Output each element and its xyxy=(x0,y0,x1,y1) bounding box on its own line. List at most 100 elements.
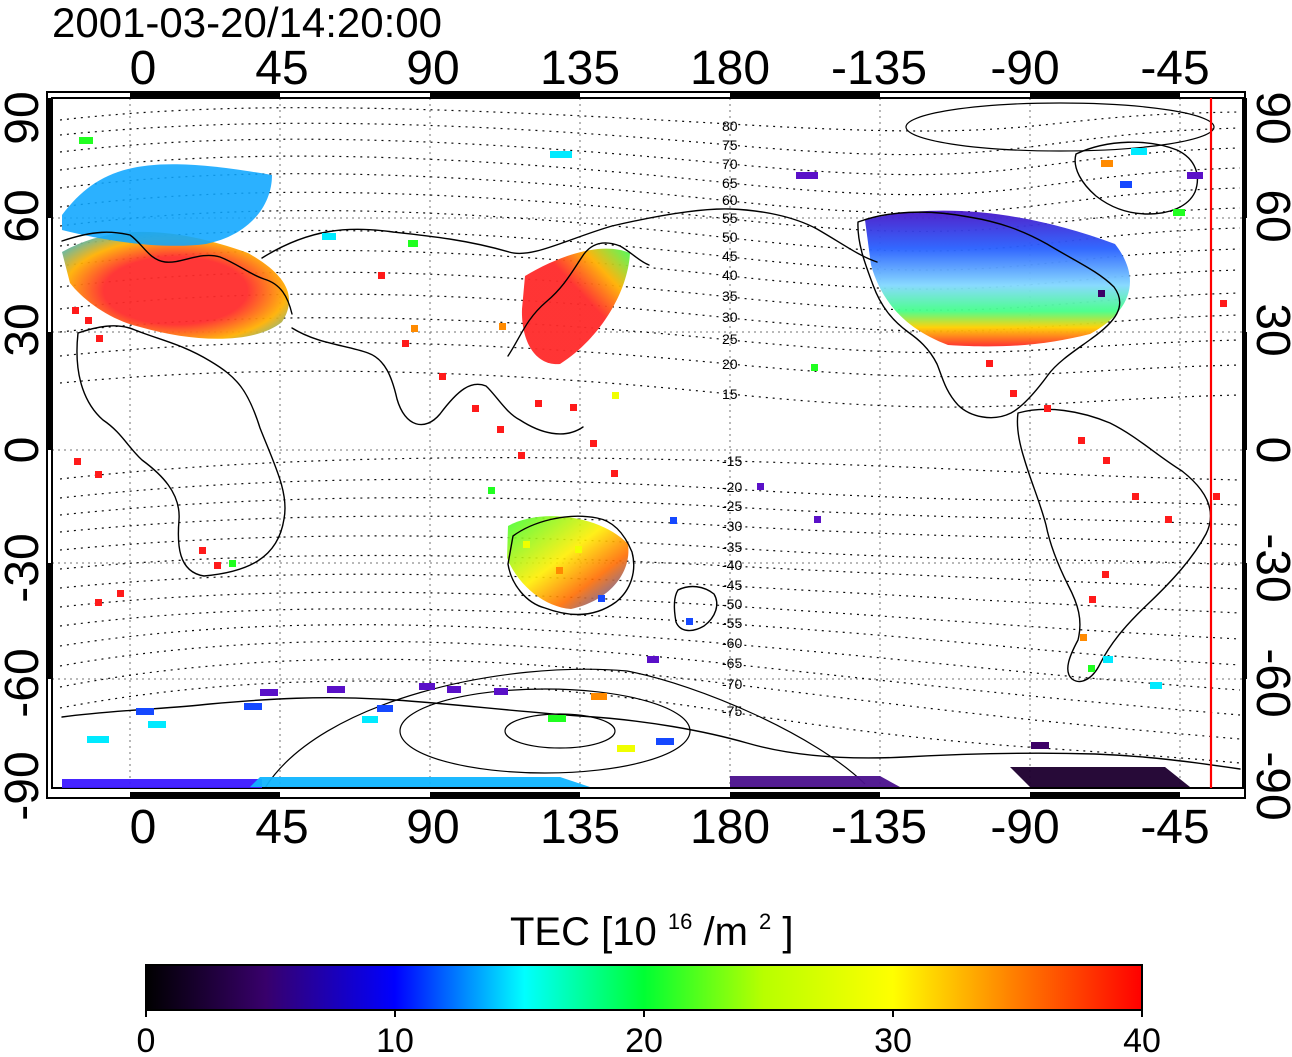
lon-label-top-180: 180 xyxy=(690,42,770,95)
tec-cell xyxy=(1080,634,1087,641)
tec-cell xyxy=(87,736,109,743)
tec-cell xyxy=(1078,437,1085,444)
tec-cell xyxy=(1220,300,1227,307)
contour-label-75: 75 xyxy=(722,137,738,153)
tec-cell xyxy=(1131,148,1147,155)
left-ruler-segment-1 xyxy=(47,98,52,218)
bottom-ruler-segment-3 xyxy=(730,792,880,798)
tec-cell xyxy=(402,340,409,347)
tec-cell xyxy=(74,458,81,465)
contour-label-55: 55 xyxy=(722,210,738,226)
tec-cell xyxy=(796,172,818,179)
lat-label-right--60: -60 xyxy=(1246,648,1292,717)
cyan-cell-group xyxy=(87,148,1162,743)
tec-cell xyxy=(378,272,385,279)
tec-cell xyxy=(488,487,495,494)
contour-label-20: 20 xyxy=(722,356,738,372)
tec-cell xyxy=(244,703,262,710)
tec-cell xyxy=(199,547,206,554)
latitude-labels-left: 90 60 30 0 -30 -60 -90 xyxy=(0,91,49,820)
tec-cell xyxy=(1088,665,1095,672)
tec-cell xyxy=(598,595,605,602)
colorbar-title-mid: /m xyxy=(703,910,747,954)
tec-cell xyxy=(1120,181,1132,188)
tec-cell xyxy=(327,686,345,693)
lat-label-left-60: 60 xyxy=(0,189,49,242)
tec-cell xyxy=(670,517,677,524)
tec-cell xyxy=(411,325,418,332)
tec-cell xyxy=(95,599,102,606)
coastline-greenland xyxy=(1074,141,1199,215)
lat-label-right-0: 0 xyxy=(1246,437,1292,464)
lat-label-left-30: 30 xyxy=(0,303,49,356)
tec-cell xyxy=(686,618,693,625)
contour-label-40: 40 xyxy=(722,267,738,283)
lon-label-top-0: 0 xyxy=(130,42,157,95)
contour-label-15: 15 xyxy=(722,386,738,402)
right-ruler-segment-1 xyxy=(1243,98,1247,218)
coastline-new-zealand xyxy=(673,585,718,632)
contour-label-35: 35 xyxy=(722,288,738,304)
lon-label-top-45: 45 xyxy=(255,42,308,95)
tec-cell xyxy=(472,405,479,412)
tec-cell xyxy=(612,392,619,399)
colorbar-label-40: 40 xyxy=(1123,1022,1161,1057)
tec-cell xyxy=(611,470,618,477)
contour-label-neg60: -60 xyxy=(722,635,742,651)
colorbar-title-exp: 16 xyxy=(668,909,692,934)
tec-cell xyxy=(1031,742,1049,749)
contour-labels: 80 75 70 65 60 55 50 45 40 35 30 25 20 1… xyxy=(722,118,742,719)
tec-cell xyxy=(96,335,103,342)
coastline-south-asia xyxy=(291,327,584,435)
tec-cell xyxy=(408,240,418,247)
contour-line-neg45 xyxy=(59,573,1241,614)
contour-line-neg55 xyxy=(59,608,1241,666)
tec-cell xyxy=(550,151,572,158)
contour-line-neg20 xyxy=(59,478,1241,506)
tec-cell xyxy=(229,560,236,567)
tec-cell xyxy=(590,440,597,447)
lat-label-left--30: -30 xyxy=(0,533,49,602)
lat-label-left--90: -90 xyxy=(0,751,49,820)
contour-label-neg50: -50 xyxy=(722,596,742,612)
tec-cell xyxy=(570,404,577,411)
violet-cell-group xyxy=(1031,290,1105,749)
tec-cell xyxy=(518,452,525,459)
tec-cell xyxy=(811,364,818,371)
contour-label-neg70: -70 xyxy=(722,676,742,692)
lat-label-right--90: -90 xyxy=(1246,751,1292,820)
lat-label-right--30: -30 xyxy=(1246,533,1292,602)
contour-label-neg75: -75 xyxy=(722,703,742,719)
lat-label-right-90: 90 xyxy=(1246,91,1292,144)
timestamp-title: 2001-03-20/14:20:00 xyxy=(52,0,442,46)
tec-cell xyxy=(1101,160,1113,167)
tec-cell xyxy=(72,307,79,314)
coastline-south-america xyxy=(1016,408,1212,683)
lon-label-top--135: -135 xyxy=(831,42,927,95)
coastline-antarctica xyxy=(61,697,1241,770)
top-ruler-segment-3 xyxy=(730,92,880,98)
contour-label-25: 25 xyxy=(722,331,738,347)
tec-cell xyxy=(1044,405,1051,412)
contour-label-45: 45 xyxy=(722,248,738,264)
contour-label-neg30: -30 xyxy=(722,518,742,534)
tec-cell xyxy=(814,516,821,523)
lon-label-bottom-0: 0 xyxy=(130,801,157,854)
lon-label-bottom-135: 135 xyxy=(540,801,620,854)
lon-label-bottom--135: -135 xyxy=(831,801,927,854)
antarctic-cyan-band xyxy=(250,777,590,787)
colorbar: 0 10 20 30 40 xyxy=(137,964,1161,1057)
colorbar-gradient xyxy=(145,964,1143,1011)
tec-cell xyxy=(986,360,993,367)
antarctic-blue-band-left xyxy=(62,779,262,788)
antarctic-purple-band-right xyxy=(730,776,900,787)
map-plot-area: 80 75 70 65 60 55 50 45 40 35 30 25 20 1… xyxy=(52,98,1243,788)
red-cell-group xyxy=(72,272,1227,606)
colorbar-label-20: 20 xyxy=(625,1022,663,1057)
lat-label-left--60: -60 xyxy=(0,648,49,717)
tec-cell xyxy=(575,546,582,553)
coastline-east-asia xyxy=(507,242,650,357)
contour-line-neg75 xyxy=(59,680,1241,764)
tec-cell xyxy=(497,426,504,433)
